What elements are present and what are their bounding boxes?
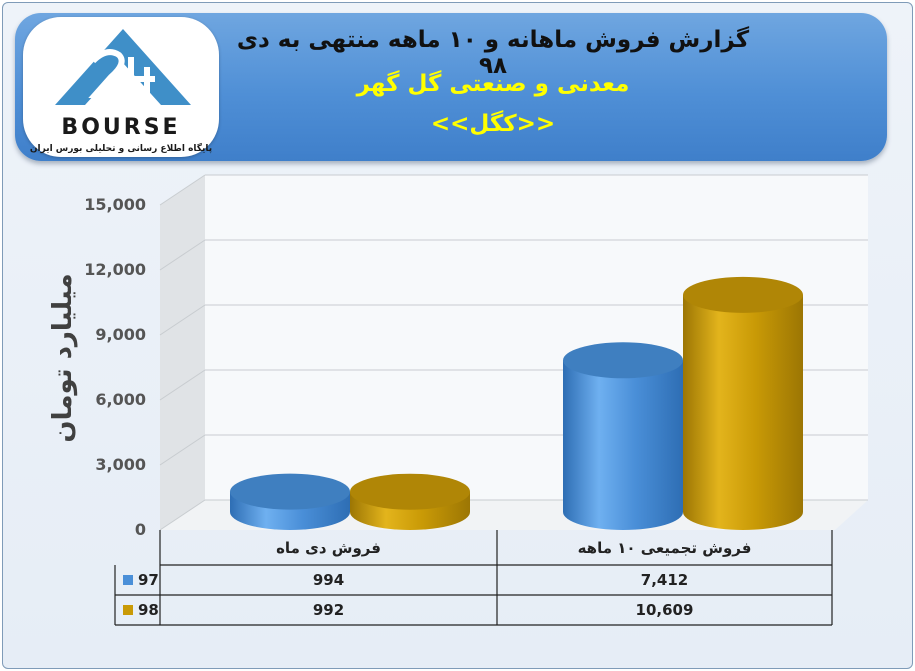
bourse24-logo-icon: [55, 29, 191, 105]
gridline-side: [159, 499, 206, 531]
y-tick-label: 3,000: [95, 455, 146, 474]
company-name: معدنی و صنعتی گل گهر: [356, 71, 630, 97]
y-tick-label: 6,000: [95, 390, 146, 409]
bar-top-series-98-0: [350, 473, 470, 510]
logo-subtitle: پایگاه اطلاع رسانی و تحلیلی بورس ایران: [29, 144, 213, 154]
plot-side-wall: [160, 175, 205, 530]
y-tick-label: 9,000: [95, 325, 146, 344]
y-tick-label: 12,000: [84, 260, 146, 279]
bar-series-98-1: [683, 294, 803, 530]
logo-wordmark: BOURSE: [61, 115, 181, 140]
table-value: 10,609: [635, 601, 694, 619]
bar-top-series-98-1: [683, 276, 803, 313]
table-value: 994: [312, 571, 345, 589]
logo: BOURSE پایگاه اطلاع رسانی و تحلیلی بورس …: [23, 17, 219, 157]
gridline-side: [159, 239, 206, 271]
legend-swatch: [123, 575, 133, 585]
category-label: فروش تجمیعی ۱۰ ماهه: [577, 539, 752, 557]
legend-swatch: [123, 605, 133, 615]
table-value: 992: [312, 601, 345, 619]
gridline-side: [159, 304, 206, 336]
table-value: 7,412: [640, 571, 689, 589]
legend-series-name: 97: [138, 571, 159, 589]
category-label: فروش دی ماه: [276, 539, 381, 557]
chart-title: گزارش فروش ماهانه و ۱۰ ماهه منتهی به دی …: [236, 27, 750, 79]
bar-top-series-97-0: [230, 473, 350, 510]
ticker-symbol: <<کگل>>: [430, 111, 556, 137]
y-tick-label: 15,000: [84, 195, 146, 214]
bar-series-97-1: [563, 360, 683, 530]
bar-top-series-97-1: [563, 342, 683, 379]
gridline-side: [159, 434, 206, 466]
legend-series-name: 98: [138, 601, 159, 619]
y-tick-label: 0: [134, 520, 146, 539]
gridline-side: [159, 369, 206, 401]
gridline-side: [159, 174, 206, 206]
